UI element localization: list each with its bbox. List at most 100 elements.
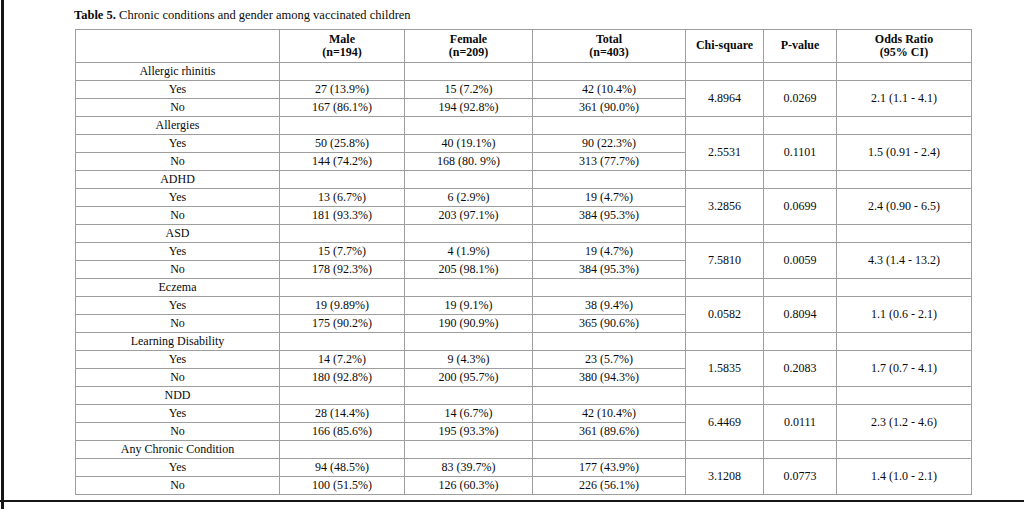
empty-cell bbox=[280, 387, 405, 405]
odds-ratio-cell: 2.1 (1.1 - 4.1) bbox=[837, 81, 972, 117]
condition-name-cell: Any Chronic Condition bbox=[76, 441, 280, 459]
column-header-total: Total(n=403) bbox=[533, 30, 686, 63]
empty-cell bbox=[764, 441, 837, 459]
empty-cell bbox=[405, 387, 533, 405]
empty-cell bbox=[837, 171, 972, 189]
empty-cell bbox=[837, 387, 972, 405]
empty-cell bbox=[533, 279, 686, 297]
female-value-cell: 126 (60.3%) bbox=[405, 477, 533, 495]
empty-cell bbox=[405, 279, 533, 297]
p-value-cell: 0.1101 bbox=[764, 135, 837, 171]
row-label-cell: No bbox=[76, 423, 280, 441]
chi-square-cell: 2.5531 bbox=[686, 135, 764, 171]
row-label-cell: No bbox=[76, 99, 280, 117]
empty-cell bbox=[280, 171, 405, 189]
total-value-cell: 38 (9.4%) bbox=[533, 297, 686, 315]
p-value-cell: 0.0269 bbox=[764, 81, 837, 117]
condition-name-cell: Eczema bbox=[76, 279, 280, 297]
condition-name-cell: NDD bbox=[76, 387, 280, 405]
p-value-cell: 0.0773 bbox=[764, 459, 837, 495]
condition-row: Allergies bbox=[76, 117, 972, 135]
total-value-cell: 380 (94.3%) bbox=[533, 369, 686, 387]
female-value-cell: 200 (95.7%) bbox=[405, 369, 533, 387]
female-value-cell: 15 (7.2%) bbox=[405, 81, 533, 99]
condition-name-cell: Learning Disability bbox=[76, 333, 280, 351]
empty-cell bbox=[280, 333, 405, 351]
empty-cell bbox=[405, 171, 533, 189]
condition-name-cell: ADHD bbox=[76, 171, 280, 189]
female-value-cell: 40 (19.1%) bbox=[405, 135, 533, 153]
odds-ratio-cell: 4.3 (1.4 - 13.2) bbox=[837, 243, 972, 279]
male-value-cell: 13 (6.7%) bbox=[280, 189, 405, 207]
table-caption: Table 5. Chronic conditions and gender a… bbox=[74, 8, 972, 23]
empty-cell bbox=[280, 117, 405, 135]
chi-square-cell: 1.5835 bbox=[686, 351, 764, 387]
page-bottom-rule bbox=[0, 500, 1024, 502]
male-value-cell: 100 (51.5%) bbox=[280, 477, 405, 495]
column-header-odds-ratio: Odds Ratio(95% CI) bbox=[837, 30, 972, 63]
empty-cell bbox=[533, 333, 686, 351]
p-value-cell: 0.8094 bbox=[764, 297, 837, 333]
female-value-cell: 83 (39.7%) bbox=[405, 459, 533, 477]
male-value-cell: 15 (7.7%) bbox=[280, 243, 405, 261]
yes-row: Yes 13 (6.7%) 6 (2.9%) 19 (4.7%) 3.2856 … bbox=[76, 189, 972, 207]
empty-cell bbox=[533, 171, 686, 189]
column-header-female: Female(n=209) bbox=[405, 30, 533, 63]
row-label-cell: No bbox=[76, 207, 280, 225]
odds-ratio-cell: 1.4 (1.0 - 2.1) bbox=[837, 459, 972, 495]
chi-square-cell: 3.2856 bbox=[686, 189, 764, 225]
total-value-cell: 42 (10.4%) bbox=[533, 81, 686, 99]
female-value-cell: 190 (90.9%) bbox=[405, 315, 533, 333]
chi-square-cell: 6.4469 bbox=[686, 405, 764, 441]
female-value-cell: 203 (97.1%) bbox=[405, 207, 533, 225]
female-value-cell: 194 (92.8%) bbox=[405, 99, 533, 117]
odds-ratio-cell: 1.7 (0.7 - 4.1) bbox=[837, 351, 972, 387]
empty-cell bbox=[533, 63, 686, 81]
male-value-cell: 28 (14.4%) bbox=[280, 405, 405, 423]
yes-row: Yes 50 (25.8%) 40 (19.1%) 90 (22.3%) 2.5… bbox=[76, 135, 972, 153]
empty-cell bbox=[280, 225, 405, 243]
empty-cell bbox=[837, 63, 972, 81]
female-value-cell: 168 (80. 9%) bbox=[405, 153, 533, 171]
table-caption-text: Chronic conditions and gender among vacc… bbox=[116, 8, 411, 22]
empty-cell bbox=[280, 279, 405, 297]
male-value-cell: 14 (7.2%) bbox=[280, 351, 405, 369]
row-label-cell: Yes bbox=[76, 81, 280, 99]
condition-row: ADHD bbox=[76, 171, 972, 189]
female-value-cell: 195 (93.3%) bbox=[405, 423, 533, 441]
row-label-cell: Yes bbox=[76, 135, 280, 153]
empty-cell bbox=[533, 117, 686, 135]
condition-name-cell: Allergic rhinitis bbox=[76, 63, 280, 81]
yes-row: Yes 94 (48.5%) 83 (39.7%) 177 (43.9%) 3.… bbox=[76, 459, 972, 477]
condition-row: Allergic rhinitis bbox=[76, 63, 972, 81]
male-value-cell: 50 (25.8%) bbox=[280, 135, 405, 153]
chi-square-cell: 7.5810 bbox=[686, 243, 764, 279]
condition-row: Learning Disability bbox=[76, 333, 972, 351]
total-value-cell: 177 (43.9%) bbox=[533, 459, 686, 477]
empty-cell bbox=[837, 441, 972, 459]
empty-cell bbox=[533, 441, 686, 459]
total-value-cell: 226 (56.1%) bbox=[533, 477, 686, 495]
total-value-cell: 19 (4.7%) bbox=[533, 189, 686, 207]
chi-square-cell: 0.0582 bbox=[686, 297, 764, 333]
chi-square-cell: 3.1208 bbox=[686, 459, 764, 495]
total-value-cell: 361 (89.6%) bbox=[533, 423, 686, 441]
p-value-cell: 0.0111 bbox=[764, 405, 837, 441]
p-value-cell: 0.0699 bbox=[764, 189, 837, 225]
empty-cell bbox=[533, 387, 686, 405]
empty-cell bbox=[686, 63, 764, 81]
empty-cell bbox=[686, 279, 764, 297]
row-label-cell: Yes bbox=[76, 351, 280, 369]
empty-cell bbox=[764, 63, 837, 81]
empty-cell bbox=[837, 333, 972, 351]
empty-cell bbox=[686, 171, 764, 189]
empty-cell bbox=[405, 333, 533, 351]
empty-cell bbox=[837, 279, 972, 297]
female-value-cell: 6 (2.9%) bbox=[405, 189, 533, 207]
empty-cell bbox=[764, 225, 837, 243]
row-label-cell: No bbox=[76, 153, 280, 171]
total-value-cell: 90 (22.3%) bbox=[533, 135, 686, 153]
row-label-cell: Yes bbox=[76, 405, 280, 423]
empty-cell bbox=[686, 387, 764, 405]
female-value-cell: 14 (6.7%) bbox=[405, 405, 533, 423]
